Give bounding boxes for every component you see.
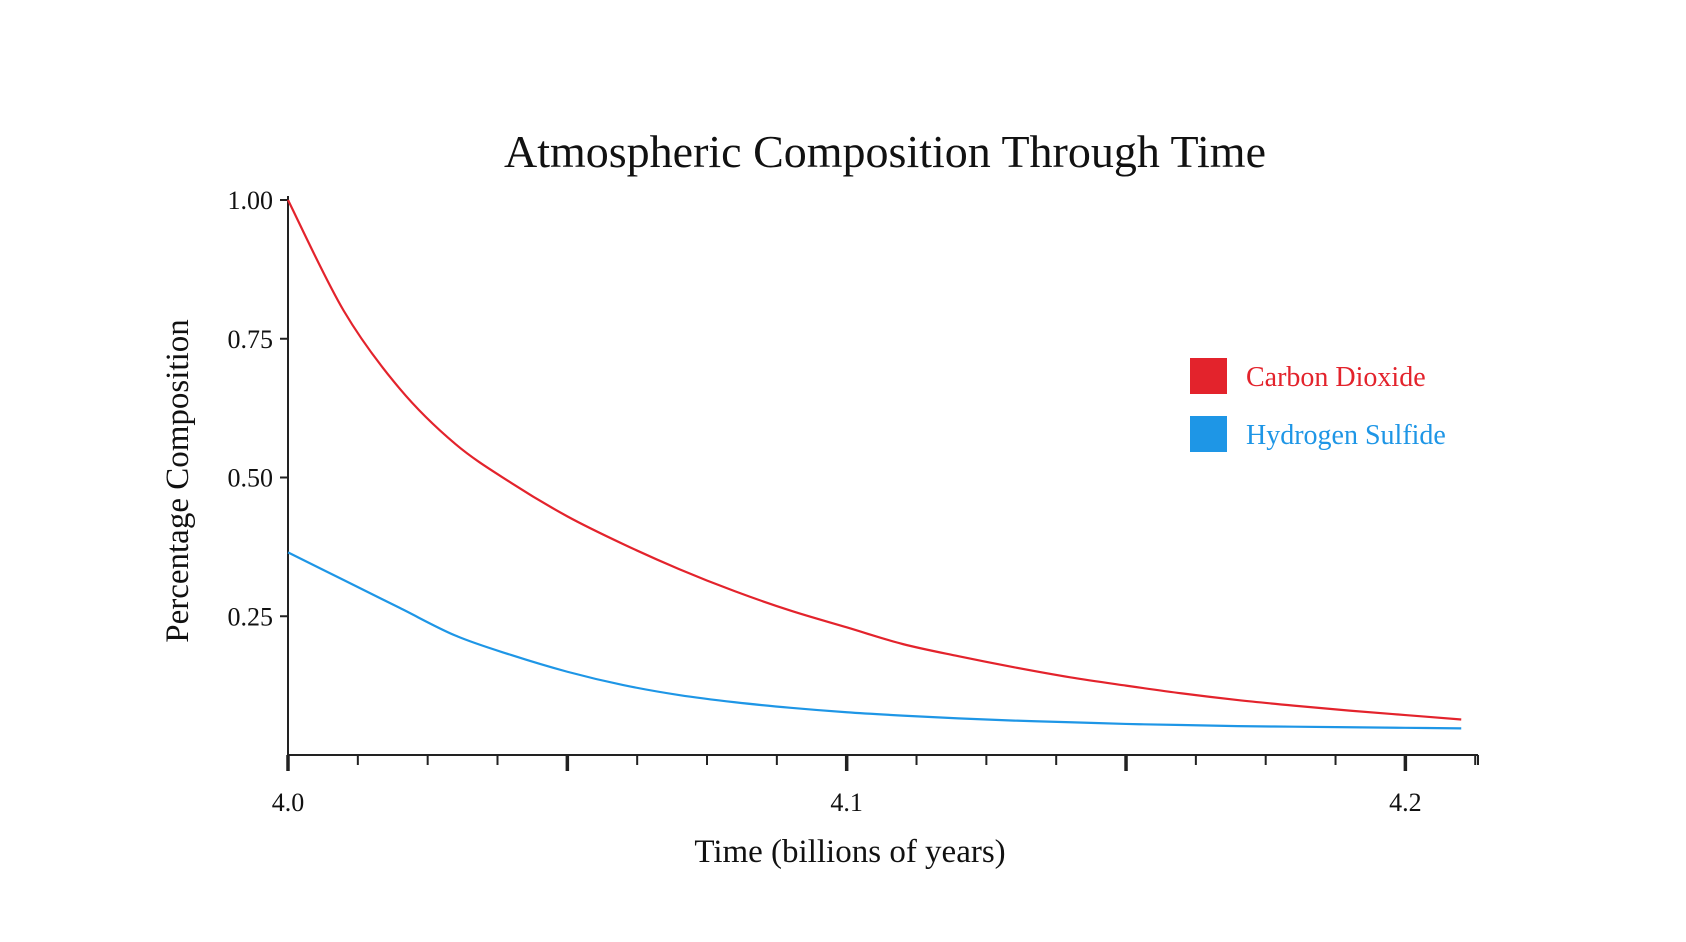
chart-title: Atmospheric Composition Through Time bbox=[504, 126, 1266, 177]
y-axis-label: Percentage Composition bbox=[160, 319, 196, 643]
legend-label-carbon-dioxide: Carbon Dioxide bbox=[1246, 362, 1426, 393]
series-line-hydrogen-sulfide bbox=[287, 551, 1462, 730]
x-tick-label: 4.0 bbox=[272, 788, 305, 817]
legend-swatch-carbon-dioxide bbox=[1190, 358, 1227, 394]
y-tick-label: 0.25 bbox=[228, 602, 274, 631]
legend-label-hydrogen-sulfide: Hydrogen Sulfide bbox=[1246, 420, 1446, 451]
y-tick-label: 0.50 bbox=[228, 464, 274, 493]
axes: 1.00 0.75 0.50 0.25 4.0 4.1 4.2 bbox=[228, 186, 1479, 817]
legend: Carbon Dioxide Hydrogen Sulfide bbox=[1190, 358, 1446, 452]
y-tick-label: 0.75 bbox=[228, 325, 274, 354]
x-tick-label: 4.2 bbox=[1389, 788, 1422, 817]
x-tick-label: 4.1 bbox=[830, 788, 863, 817]
y-tick-label: 1.00 bbox=[228, 186, 274, 215]
series-line-carbon-dioxide bbox=[287, 199, 1462, 721]
legend-swatch-hydrogen-sulfide bbox=[1190, 416, 1227, 452]
series-layer bbox=[287, 199, 1462, 730]
x-axis-label: Time (billions of years) bbox=[694, 834, 1005, 870]
